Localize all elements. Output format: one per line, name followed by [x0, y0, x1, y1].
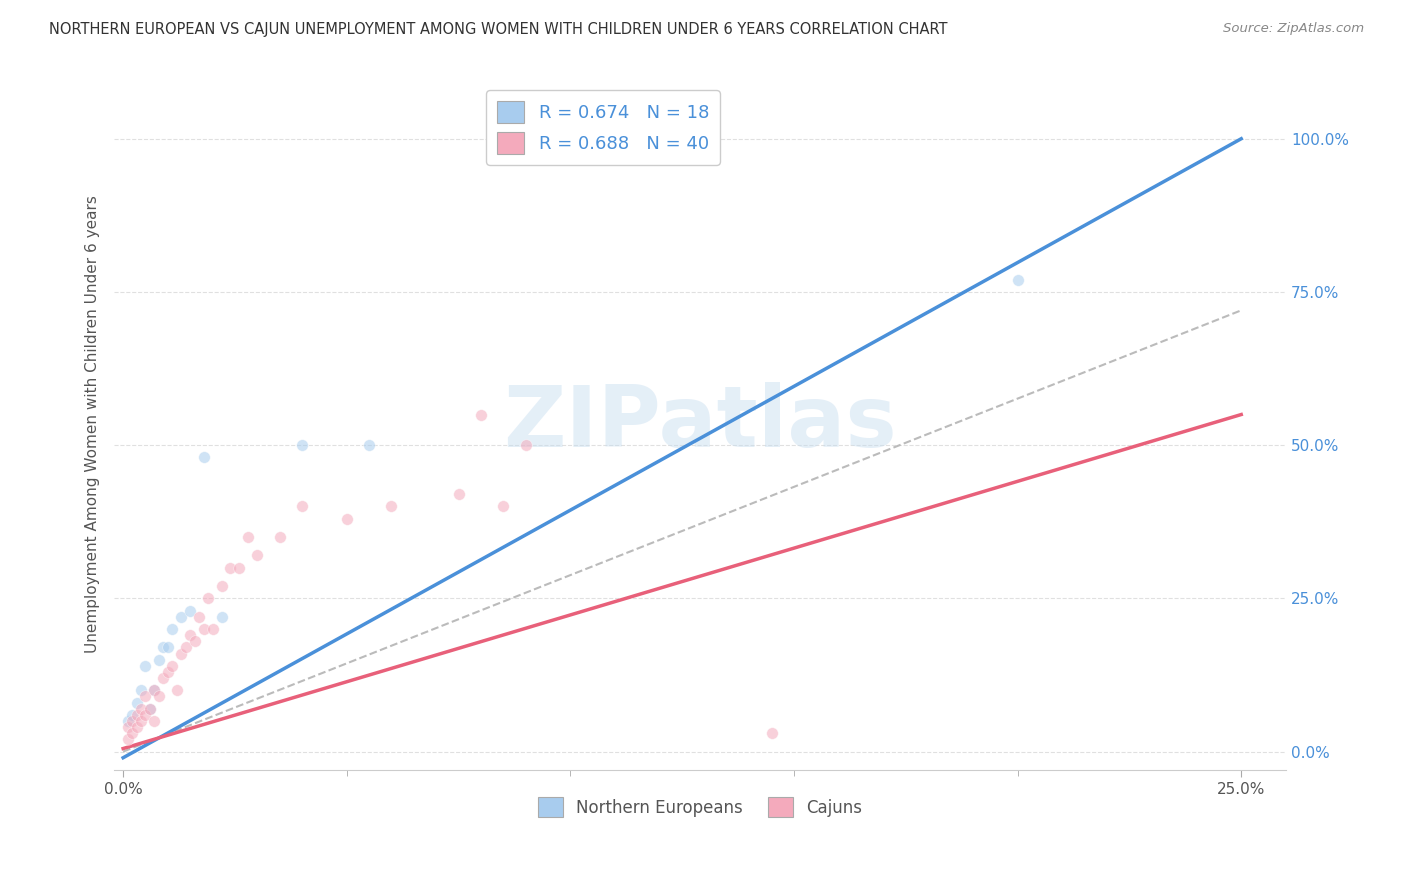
Point [193, 450, 215, 465]
Point [174, 640, 197, 655]
Point [139, 702, 162, 716]
Point [117, 732, 139, 747]
Point [170, 647, 193, 661]
Point [193, 622, 215, 636]
Point [246, 549, 269, 563]
Point [170, 609, 193, 624]
Point [380, 500, 402, 514]
Point [129, 702, 152, 716]
Point [197, 591, 219, 606]
Point [211, 579, 233, 593]
Point [166, 683, 188, 698]
Point [152, 671, 174, 685]
Point [121, 714, 143, 728]
Text: NORTHERN EUROPEAN VS CAJUN UNEMPLOYMENT AMONG WOMEN WITH CHILDREN UNDER 6 YEARS : NORTHERN EUROPEAN VS CAJUN UNEMPLOYMENT … [49, 22, 948, 37]
Point [143, 683, 166, 698]
Text: ZIPatlas: ZIPatlas [503, 382, 897, 466]
Point [761, 726, 783, 740]
Point [134, 658, 156, 673]
Point [447, 487, 470, 501]
Point [179, 604, 201, 618]
Point [156, 640, 179, 655]
Point [143, 714, 166, 728]
Point [211, 609, 233, 624]
Point [162, 658, 184, 673]
Point [201, 622, 224, 636]
Point [238, 530, 260, 544]
Point [139, 702, 162, 716]
Point [188, 609, 211, 624]
Point [148, 653, 170, 667]
Point [134, 707, 156, 722]
Point [125, 707, 148, 722]
Point [515, 438, 537, 452]
Point [129, 683, 152, 698]
Point [117, 714, 139, 728]
Point [183, 634, 205, 648]
Point [359, 438, 381, 452]
Point [336, 512, 359, 526]
Point [152, 640, 174, 655]
Point [121, 726, 143, 740]
Point [156, 665, 179, 679]
Point [148, 690, 170, 704]
Point [492, 500, 515, 514]
Point [117, 720, 139, 734]
Point [162, 622, 184, 636]
Point [228, 560, 250, 574]
Point [143, 683, 166, 698]
Point [291, 500, 314, 514]
Point [134, 690, 156, 704]
Point [219, 560, 242, 574]
Point [125, 720, 148, 734]
Point [269, 530, 291, 544]
Y-axis label: Unemployment Among Women with Children Under 6 years: Unemployment Among Women with Children U… [86, 194, 100, 653]
Point [121, 707, 143, 722]
Point [179, 628, 201, 642]
Point [470, 408, 492, 422]
Point [1007, 273, 1029, 287]
Point [125, 696, 148, 710]
Legend: Northern Europeans, Cajuns: Northern Europeans, Cajuns [531, 790, 869, 824]
Point [129, 714, 152, 728]
Text: Source: ZipAtlas.com: Source: ZipAtlas.com [1223, 22, 1364, 36]
Point [291, 438, 314, 452]
